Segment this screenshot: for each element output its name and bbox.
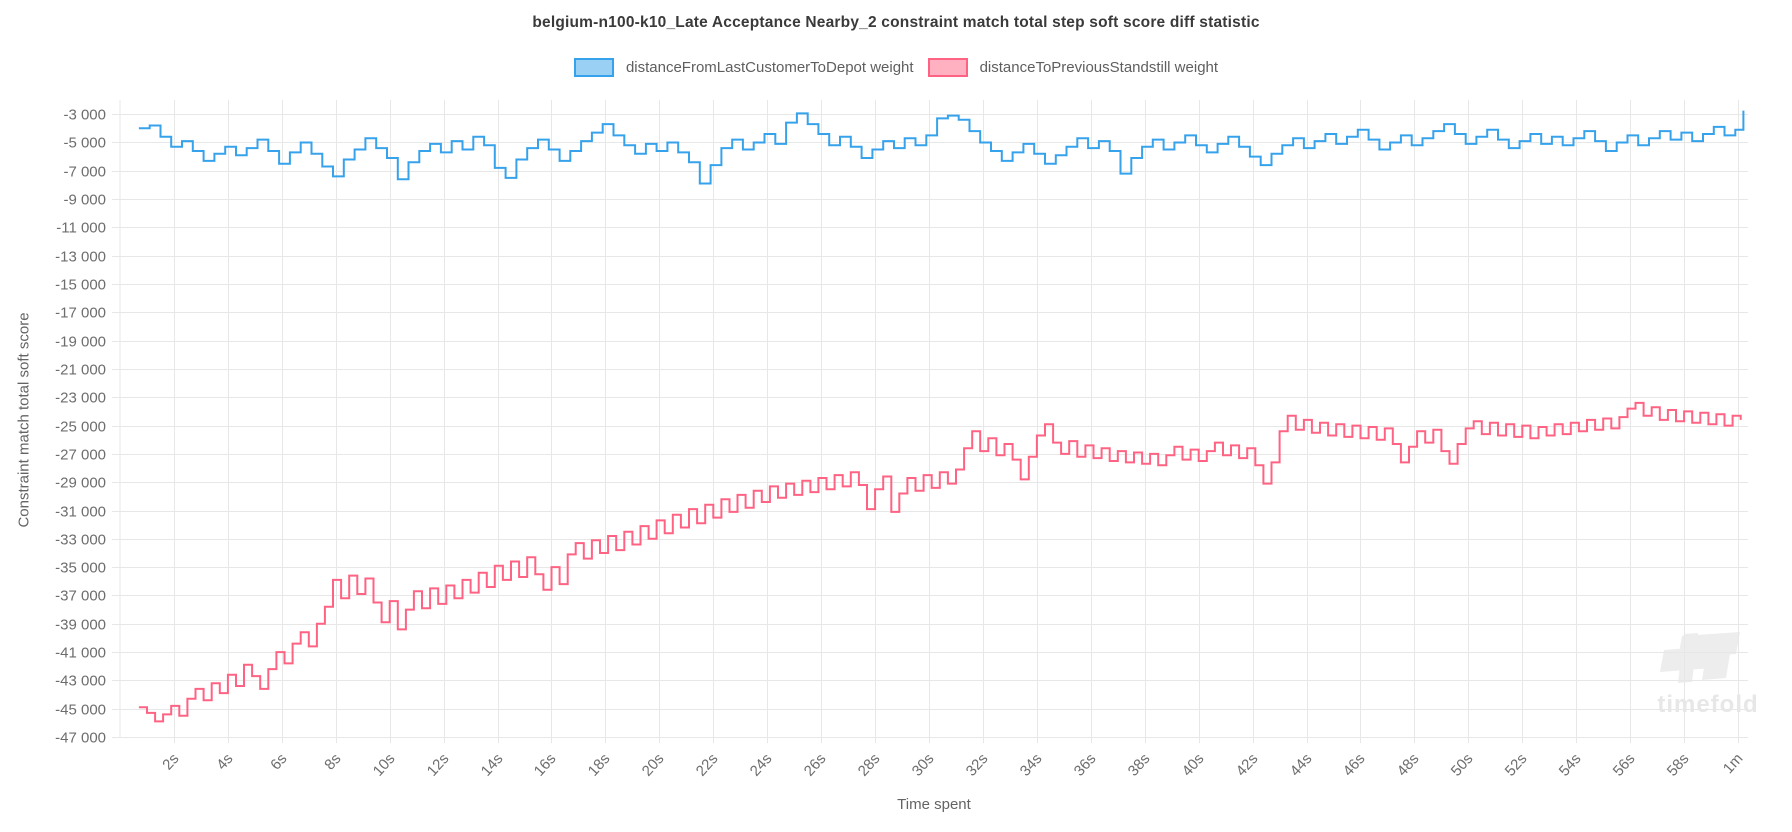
y-tick-label: -19 000 — [55, 334, 106, 351]
y-tick-label: -47 000 — [55, 730, 106, 747]
y-tick-label: -17 000 — [55, 305, 106, 322]
x-tick-label: 30s — [909, 750, 938, 779]
y-tick-label: -33 000 — [55, 532, 106, 549]
watermark-glyph-foot — [1702, 654, 1730, 680]
y-tick-label: -15 000 — [55, 277, 106, 294]
x-tick-label: 44s — [1287, 750, 1316, 779]
y-tick-label: -39 000 — [55, 617, 106, 634]
y-tick-label: -31 000 — [55, 504, 106, 521]
y-tick-label: -3 000 — [63, 107, 106, 124]
x-tick-label: 26s — [801, 750, 830, 779]
y-tick-label: -29 000 — [55, 475, 106, 492]
x-tick-label: 16s — [531, 750, 560, 779]
x-tick-label: 58s — [1664, 750, 1693, 779]
x-tick-label: 24s — [747, 750, 776, 779]
x-tick-label: 12s — [424, 750, 453, 779]
watermark-text: timefold — [1657, 691, 1758, 718]
x-tick-label: 22s — [693, 750, 722, 779]
y-tick-label: -11 000 — [56, 220, 106, 237]
x-tick-label: 28s — [855, 750, 884, 779]
x-tick-labels: 2s 4s 6s 8s 10s 12s 14s 16s 18s 20s 22s 24s 26s 28s 30… — [159, 750, 1746, 779]
x-tick-label: 50s — [1448, 750, 1477, 779]
x-tick-label: 46s — [1340, 750, 1369, 779]
x-tick-label: 1m — [1720, 750, 1747, 777]
y-tick-label: -27 000 — [55, 447, 106, 464]
watermark-glyph-stem — [1678, 633, 1698, 683]
x-tick-label: 32s — [963, 750, 992, 779]
x-tick-label: 52s — [1502, 750, 1531, 779]
y-tick-label: -13 000 — [55, 249, 106, 266]
x-tick-label: 34s — [1017, 750, 1046, 779]
legend-swatch-blue — [573, 58, 614, 77]
legend-label: distanceFromLastCustomerToDepot weight — [625, 59, 914, 76]
legend-swatch-pink — [927, 58, 968, 77]
y-tick-label: -5 000 — [63, 135, 106, 152]
x-tick-label: 42s — [1233, 750, 1262, 779]
legend: distanceFromLastCustomerToDepot weight d… — [0, 58, 1792, 77]
y-tick-label: -41 000 — [55, 645, 106, 662]
y-tick-label: -43 000 — [55, 673, 106, 690]
x-tick-label: 2s — [159, 750, 182, 773]
x-tick-label: 8s — [321, 750, 344, 773]
legend-item-distance-from-last-customer-to-depot[interactable]: distanceFromLastCustomerToDepot weight — [573, 58, 914, 77]
series-line-0 — [138, 110, 1745, 185]
y-tick-label: -7 000 — [63, 164, 106, 181]
y-tick-label: -45 000 — [55, 702, 106, 719]
x-tick-label: 6s — [267, 750, 290, 773]
y-tick-labels: -3 000 -5 000 -7 000 -9 000 -11 000 -13 000 -1… — [55, 107, 106, 747]
y-tick-label: -21 000 — [55, 362, 106, 379]
timefold-watermark: timefold — [1657, 632, 1758, 718]
legend-item-distance-to-previous-standstill[interactable]: distanceToPreviousStandstill weight — [927, 58, 1219, 77]
chart-title: belgium-n100-k10_Late Acceptance Nearby_… — [532, 14, 1260, 31]
series-line-1 — [138, 401, 1742, 723]
y-tick-label: -37 000 — [55, 588, 106, 605]
x-tick-label: 36s — [1071, 750, 1100, 779]
x-tick-label: 38s — [1125, 750, 1154, 779]
x-tick-label: 4s — [213, 750, 236, 773]
x-axis-title: Time spent — [897, 796, 971, 813]
x-tick-label: 14s — [478, 750, 507, 779]
x-tick-label: 10s — [370, 750, 399, 779]
y-tick-label: -9 000 — [63, 192, 106, 209]
x-tick-label: 18s — [585, 750, 614, 779]
series-lines — [138, 110, 1745, 723]
x-tick-label: 20s — [639, 750, 668, 779]
x-gridlines — [119, 100, 1739, 743]
y-tick-label: -35 000 — [55, 560, 106, 577]
y-tick-label: -25 000 — [55, 419, 106, 436]
x-tick-label: 56s — [1610, 750, 1639, 779]
x-tick-label: 40s — [1179, 750, 1208, 779]
y-tick-label: -23 000 — [55, 390, 106, 407]
y-axis-title: Constraint match total soft score — [15, 312, 33, 528]
x-tick-label: 54s — [1556, 750, 1585, 779]
legend-label: distanceToPreviousStandstill weight — [979, 59, 1219, 76]
x-tick-label: 48s — [1394, 750, 1423, 779]
